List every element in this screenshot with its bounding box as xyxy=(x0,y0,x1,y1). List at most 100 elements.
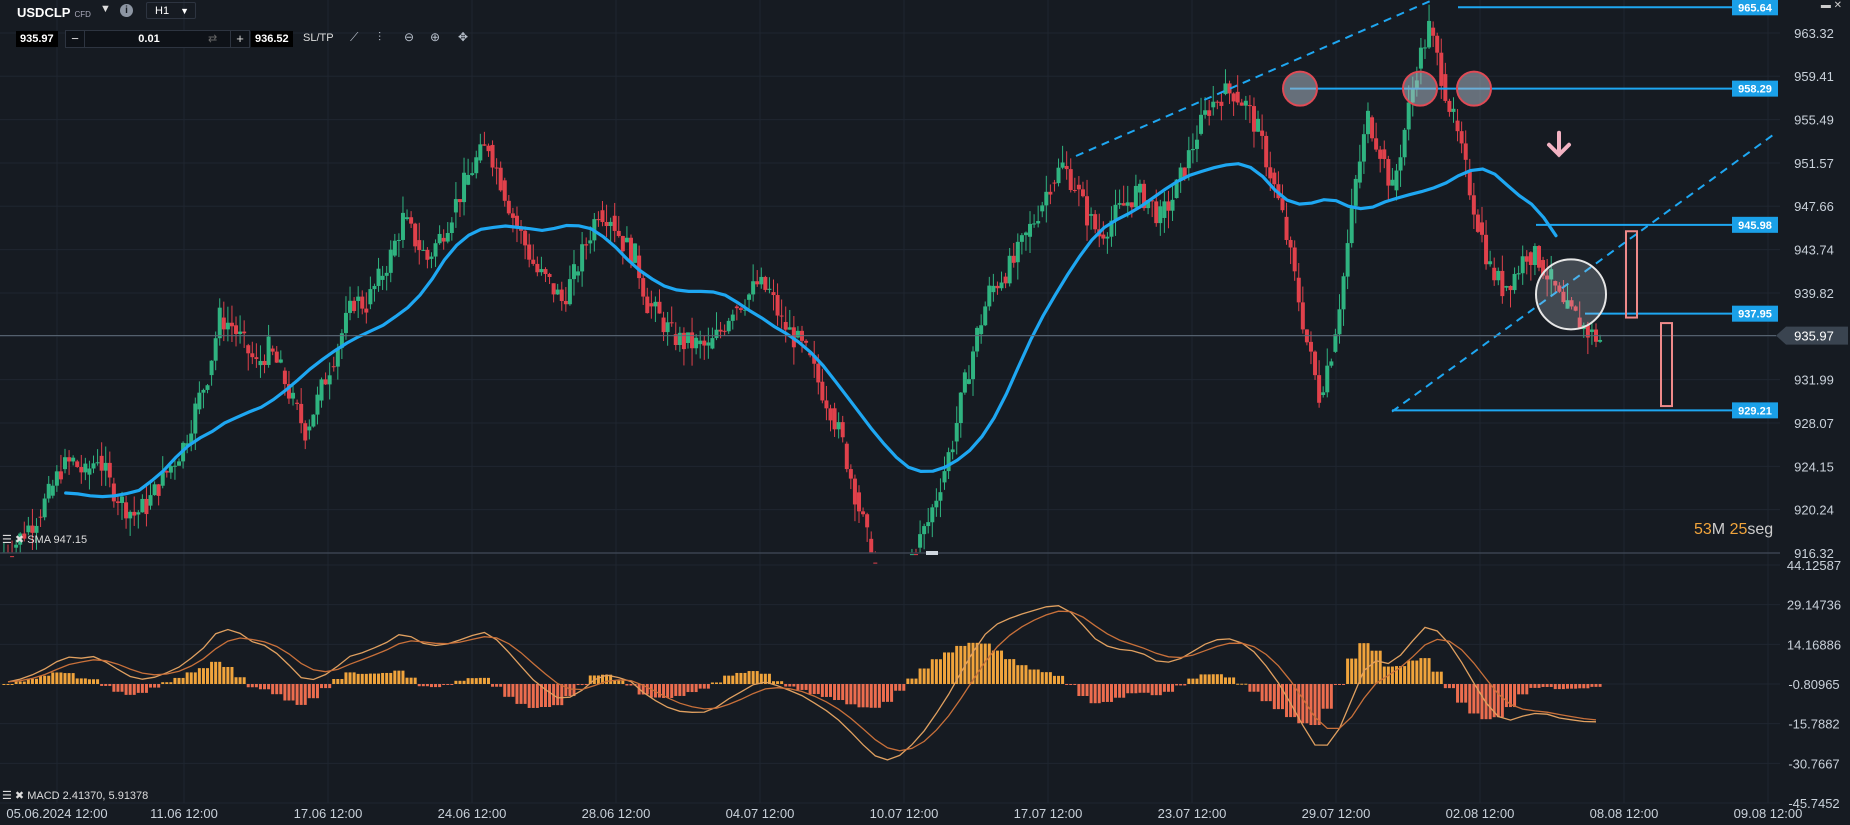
candle xyxy=(1589,321,1594,345)
symbol-dropdown-icon[interactable]: ▼ xyxy=(100,3,111,15)
candle-body xyxy=(352,300,357,312)
candle-body xyxy=(124,502,129,519)
zoom-out-icon[interactable]: ⊖ xyxy=(404,30,415,44)
sma-indicator-label[interactable]: ☰ ✖ SMA 947.15 xyxy=(2,533,87,546)
price-level-label: 937.95 xyxy=(1738,309,1772,321)
candle-body xyxy=(563,300,568,305)
candle xyxy=(999,271,1004,291)
candle-body xyxy=(115,501,120,503)
candle-body xyxy=(1471,195,1476,215)
target-box xyxy=(1660,322,1673,408)
time-axis-label: 17.07 12:00 xyxy=(1014,806,1083,821)
candle xyxy=(425,247,430,269)
candle-body xyxy=(1170,199,1175,211)
annotations: 965.64 958.29 945.98 937.95 929.21 935.97 xyxy=(0,0,1848,419)
macd-histogram-bar xyxy=(572,683,576,697)
candle-type-icon[interactable]: ⫶ xyxy=(378,30,382,44)
candle xyxy=(75,459,80,468)
candle-body xyxy=(421,249,426,251)
candle xyxy=(470,162,475,177)
candle-body xyxy=(457,199,462,203)
candle xyxy=(706,327,711,359)
macd-histogram-bar xyxy=(389,672,393,684)
price-axis-label: 931.99 xyxy=(1794,373,1834,388)
timeframe-selector[interactable]: H1 ▼ xyxy=(146,2,196,19)
candle xyxy=(376,257,381,292)
candle xyxy=(445,222,450,244)
macd-histogram-bar xyxy=(401,670,405,684)
candle-body xyxy=(50,485,55,496)
candle-body xyxy=(527,244,532,260)
bar-countdown: 53M 25seg xyxy=(1694,521,1773,539)
price-axis-label: 943.74 xyxy=(1794,243,1834,258)
macd-histogram-bar xyxy=(1187,678,1191,684)
lot-size-input[interactable]: − 0.01 ⇄ + xyxy=(65,30,250,48)
candle-body xyxy=(1300,302,1305,330)
price-axis-label: 959.41 xyxy=(1794,69,1834,84)
macd-histogram-bar xyxy=(983,643,987,684)
candle-body xyxy=(657,301,662,314)
lot-increase-button[interactable]: + xyxy=(230,31,249,47)
info-icon[interactable]: i xyxy=(120,4,133,17)
sltp-button[interactable]: SL/TP xyxy=(303,32,334,44)
swap-icon[interactable]: ⇄ xyxy=(208,33,218,45)
candle-body xyxy=(783,321,788,330)
candle xyxy=(1011,242,1016,268)
pattern-top-marker xyxy=(1282,70,1318,107)
bid-price[interactable]: 935.97 xyxy=(16,31,58,47)
candle-body xyxy=(441,237,446,242)
macd-histogram-bar xyxy=(201,668,205,684)
symbol-selector[interactable]: USDCLP CFD xyxy=(17,5,91,20)
candle xyxy=(417,222,422,265)
indicator-settings-icon[interactable]: ☰ ✖ xyxy=(2,534,28,546)
macd-histogram-bar xyxy=(979,643,983,684)
candle xyxy=(539,256,544,276)
candle xyxy=(266,324,271,368)
macd-histogram-bar xyxy=(226,666,230,684)
candle-body xyxy=(364,308,369,313)
lot-decrease-button[interactable]: − xyxy=(66,31,85,47)
macd-histogram-bar xyxy=(1394,666,1398,684)
lot-value[interactable]: 0.01 xyxy=(138,33,160,45)
macd-histogram-bar xyxy=(429,683,433,688)
macd-histogram-bar xyxy=(96,679,100,684)
candle xyxy=(1288,236,1293,265)
candle-body xyxy=(18,533,23,545)
macd-histogram-bar xyxy=(372,673,376,684)
candle xyxy=(1463,130,1468,178)
macd-histogram-bar xyxy=(1272,683,1276,710)
candle-body xyxy=(755,281,760,285)
candle xyxy=(274,346,279,363)
zoom-in-icon[interactable]: ⊕ xyxy=(430,30,441,44)
candle-body xyxy=(914,554,919,556)
candle xyxy=(168,464,173,479)
candle xyxy=(1549,255,1554,296)
candle xyxy=(1121,185,1126,206)
candle xyxy=(759,267,764,289)
candle xyxy=(1569,297,1574,310)
ask-price[interactable]: 936.52 xyxy=(251,31,293,47)
candle-body xyxy=(1536,246,1541,268)
macd-histogram-bar xyxy=(149,683,153,688)
candle xyxy=(710,327,715,350)
candle xyxy=(954,406,959,455)
indicator-settings-icon[interactable]: ☰ ✖ xyxy=(2,790,28,802)
candle-body xyxy=(417,240,422,251)
macd-histogram-bar xyxy=(140,683,144,693)
window-controls[interactable]: ▬ ✕ xyxy=(1820,0,1842,11)
candle-body xyxy=(384,272,389,276)
candle-body xyxy=(1056,167,1061,184)
candle xyxy=(234,316,239,347)
candle-body xyxy=(918,534,923,548)
line-chart-icon[interactable]: ⟋ xyxy=(350,30,359,44)
crosshair-icon[interactable]: ✥ xyxy=(458,30,469,44)
candle xyxy=(124,495,129,529)
macd-histogram-bar xyxy=(55,672,59,684)
macd-indicator-label[interactable]: ☰ ✖ MACD 2.41370, 5.91378 xyxy=(2,789,148,802)
candle-body xyxy=(954,423,959,442)
macd-histogram-bar xyxy=(222,666,226,684)
candle-body xyxy=(999,282,1004,289)
macd-axis-label: 44.12587 xyxy=(1787,558,1841,573)
candle xyxy=(958,392,963,438)
